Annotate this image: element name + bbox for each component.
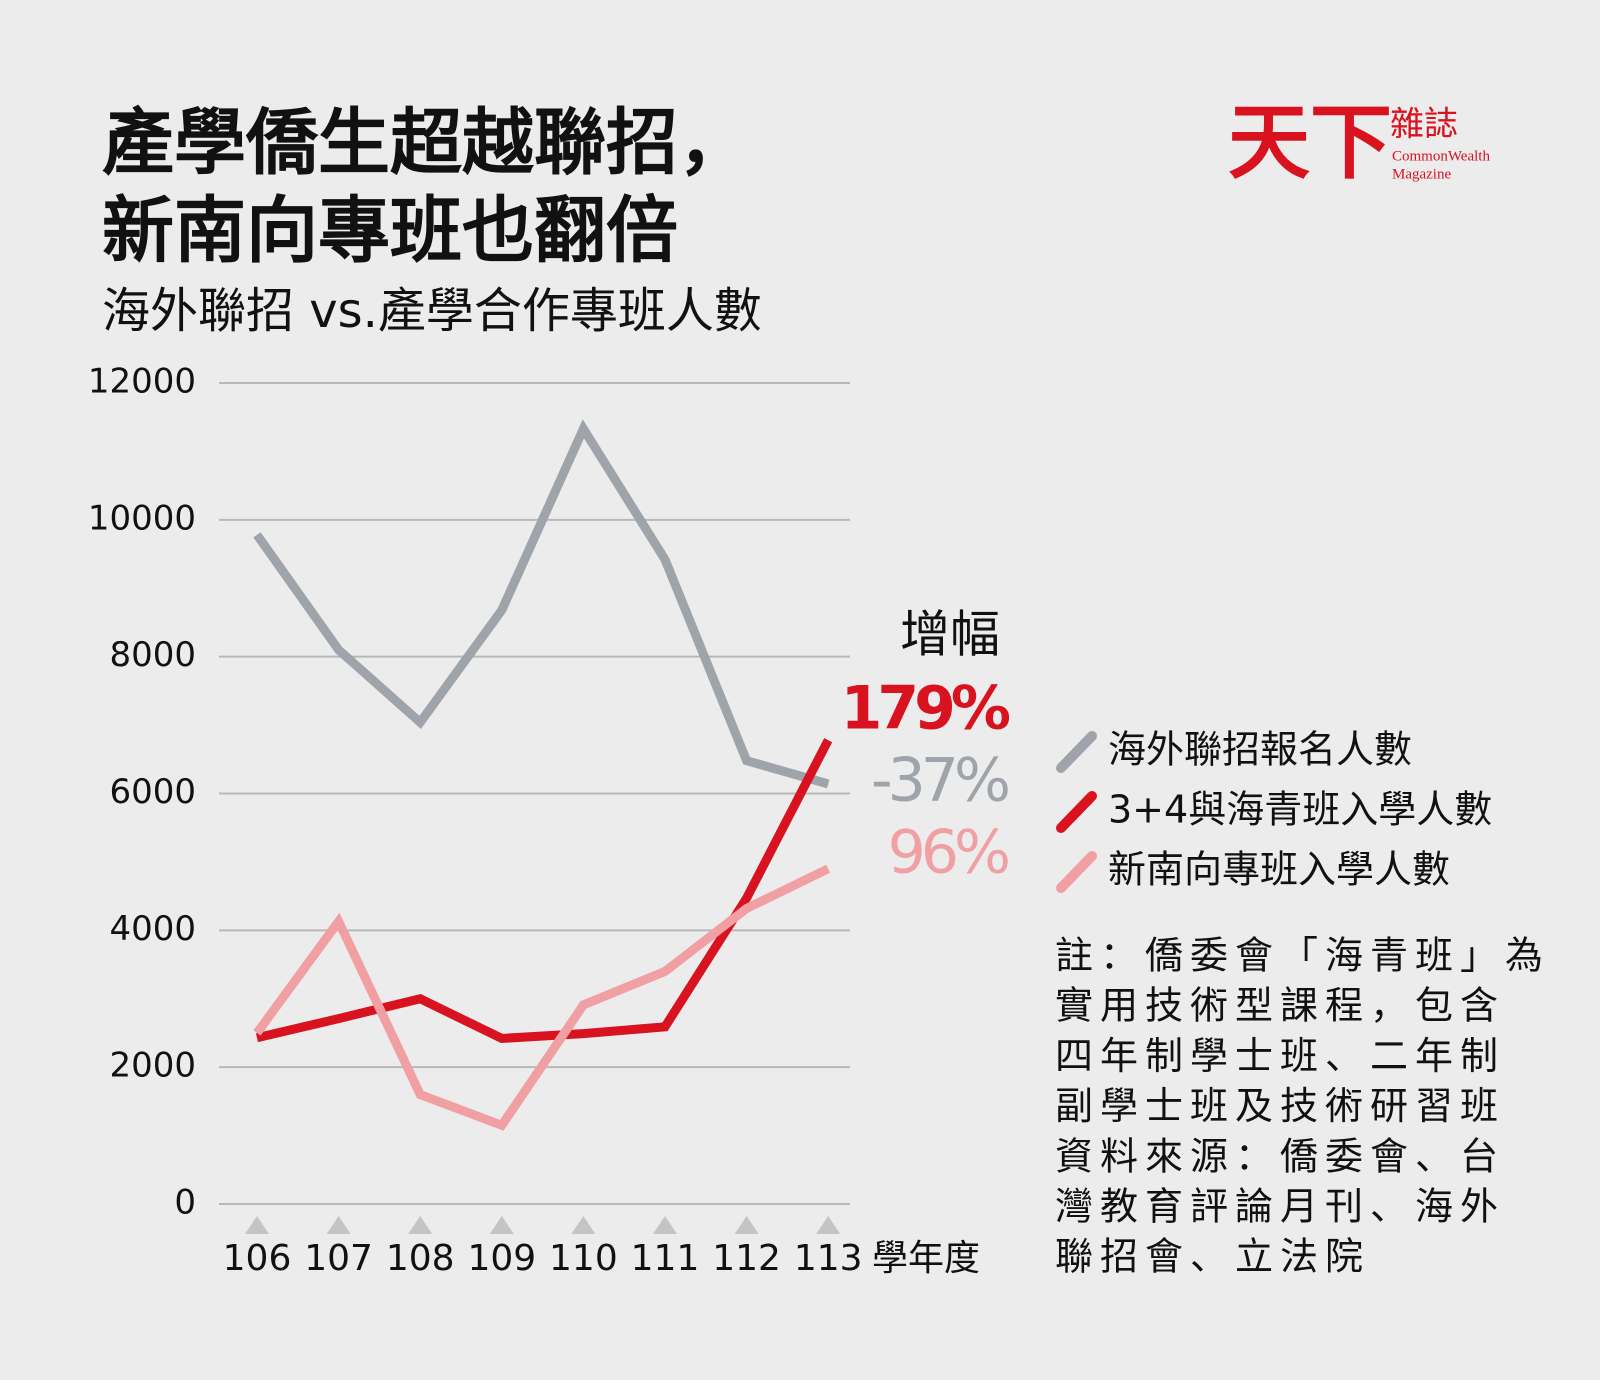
y-tick-label: 2000 — [109, 1046, 196, 1086]
x-tick-marker — [489, 1216, 514, 1234]
y-tick-label: 12000 — [88, 362, 196, 402]
x-tick-label: 106 — [223, 1238, 292, 1279]
chart-title: 產學僑生超越聯招， — [102, 101, 750, 185]
x-tick-label: 110 — [549, 1238, 618, 1279]
growth-label: -37% — [871, 746, 1008, 816]
x-tick-marker — [326, 1216, 351, 1234]
note-line: 副學士班及技術研習班 — [1055, 1084, 1505, 1128]
note-line: 實用技術型課程，包含 — [1055, 984, 1505, 1028]
series-line — [253, 419, 830, 789]
legend-marker — [1056, 851, 1097, 893]
x-tick-marker — [408, 1216, 433, 1234]
logo-en: Magazine — [1392, 166, 1451, 182]
x-tick-marker — [816, 1216, 841, 1234]
growth-label: 179% — [841, 674, 1010, 744]
chart-subtitle: 海外聯招 vs.產學合作專班人數 — [102, 283, 762, 339]
legend-label: 3+4與海青班入學人數 — [1108, 788, 1492, 832]
note-line: 灣教育評論月刊、海外 — [1055, 1185, 1505, 1229]
x-tick-marker — [653, 1216, 677, 1234]
y-tick-label: 8000 — [109, 635, 196, 675]
x-tick-marker — [734, 1216, 759, 1234]
legend-marker — [1056, 791, 1097, 833]
x-tick-label: 112 — [712, 1238, 781, 1279]
x-tick-marker — [245, 1216, 269, 1234]
legend-label: 新南向專班入學人數 — [1108, 848, 1450, 892]
note-line: 四年制學士班、二年制 — [1055, 1034, 1505, 1078]
y-tick-label: 4000 — [109, 909, 196, 949]
x-tick-label: 111 — [631, 1238, 700, 1279]
note-line: 資料來源：僑委會、台 — [1055, 1134, 1505, 1178]
x-tick-label: 113 — [794, 1238, 863, 1279]
x-axis-label: 學年度 — [872, 1238, 980, 1279]
logo-side: 雜誌 — [1390, 105, 1458, 145]
series-line — [253, 864, 831, 1131]
x-tick-label: 109 — [467, 1238, 536, 1279]
note-line: 聯招會、立法院 — [1055, 1235, 1370, 1279]
legend-label: 海外聯招報名人數 — [1108, 728, 1412, 772]
y-tick-label: 6000 — [109, 772, 196, 812]
logo-main: 天下 — [1228, 95, 1392, 190]
x-tick-marker — [571, 1216, 596, 1234]
y-tick-label: 0 — [174, 1183, 196, 1223]
note-line: 註：僑委會「海青班」為 — [1055, 934, 1550, 978]
logo-en: CommonWealth — [1392, 148, 1490, 164]
y-tick-label: 10000 — [88, 498, 196, 538]
growth-title: 增幅 — [900, 606, 1000, 664]
chart-title: 新南向專班也翻倍 — [102, 189, 678, 273]
x-tick-label: 107 — [304, 1238, 373, 1279]
x-tick-label: 108 — [386, 1238, 455, 1279]
growth-label: 96% — [888, 818, 1008, 888]
legend-marker — [1056, 731, 1097, 773]
